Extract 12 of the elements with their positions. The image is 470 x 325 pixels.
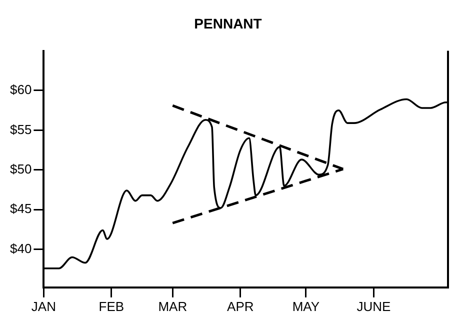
y-tick-label: $45 bbox=[10, 201, 32, 216]
y-tick-label: $50 bbox=[10, 161, 32, 176]
x-tick-label: JAN bbox=[31, 298, 56, 314]
chart-title: PENNANT bbox=[194, 15, 262, 32]
y-tick-label: $40 bbox=[10, 240, 32, 256]
y-tick-label: $60 bbox=[10, 82, 32, 98]
x-tick-label: FEB bbox=[98, 298, 124, 314]
x-tick-label: JUNE bbox=[356, 298, 391, 314]
x-tick-label: MAY bbox=[292, 298, 320, 314]
y-tick-label: $55 bbox=[10, 122, 32, 137]
x-tick-label: MAR bbox=[158, 298, 188, 314]
x-tick-label: APR bbox=[227, 298, 254, 314]
